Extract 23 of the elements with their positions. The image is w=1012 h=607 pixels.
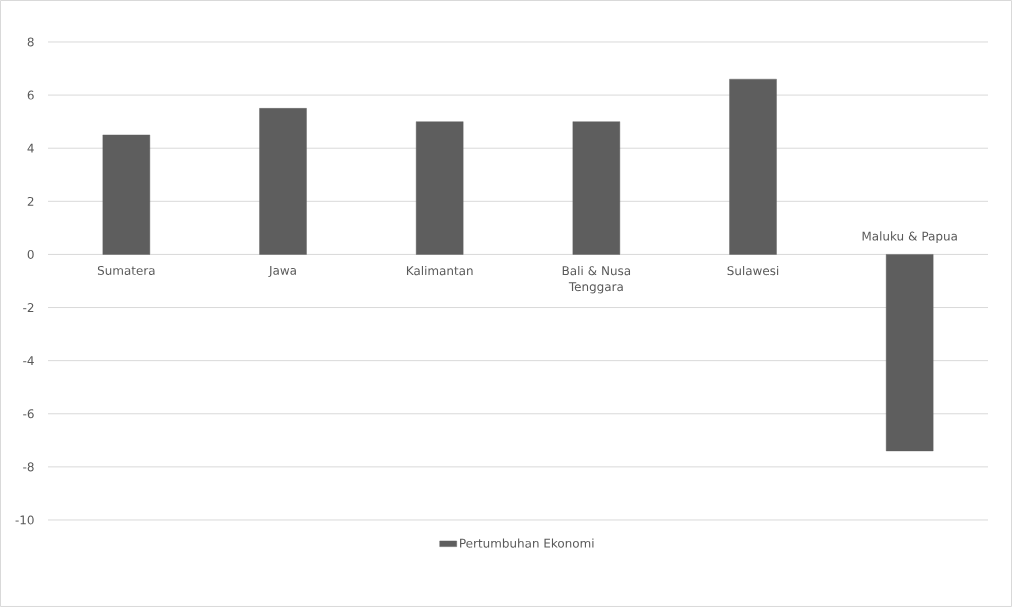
y-tick-label: 8 [27,37,34,47]
bar [572,121,621,255]
x-tick-label: Bali & Nusa Tenggara [562,265,631,294]
y-tick-label: 2 [27,196,34,206]
y-tick-label: -10 [15,515,34,525]
y-tick-label: 6 [27,90,34,100]
x-tick-label: Sulawesi [727,265,779,276]
x-tick-label: Sumatera [97,265,155,275]
bar [102,134,151,255]
y-tick-label: -6 [23,409,34,419]
bar [259,108,307,255]
x-tick-label: Jawa [268,265,296,278]
bar [885,254,934,452]
legend-label: Pertumbuhan Ekonomi [460,538,594,548]
y-tick-label: -8 [23,462,34,472]
y-tick-label: -4 [23,356,34,366]
bar [729,78,777,255]
bar [415,121,464,255]
x-tick-label: Kalimantan [406,265,473,276]
x-tick-label: Maluku & Papua [862,231,957,243]
y-tick-label: 0 [27,249,34,259]
y-tick-label: -2 [23,303,34,312]
y-tick-label: 4 [27,143,34,153]
